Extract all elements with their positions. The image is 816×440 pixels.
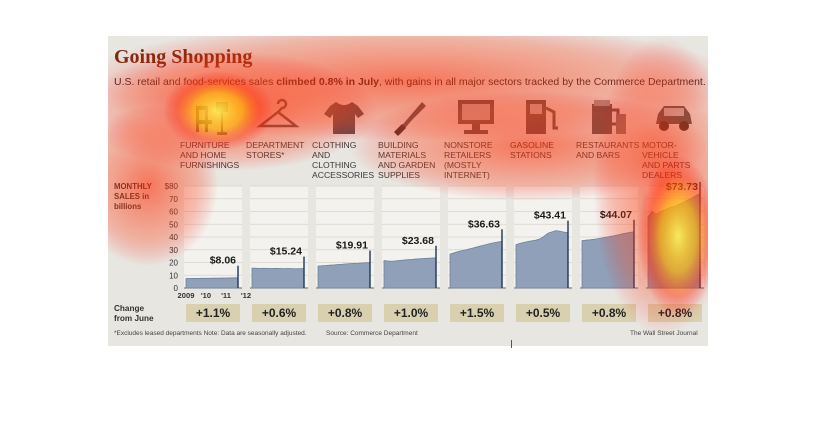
chart-svg: $80 70 60 50 40 30 20 10 0 $8.06 $15.24 $19.91 $23.6…	[165, 181, 704, 300]
series-area	[383, 257, 437, 289]
footnote: *Excludes leased departments Note: Data …	[114, 330, 307, 337]
value-label: $8.06	[210, 255, 236, 267]
change-value: +0.5%	[525, 306, 561, 320]
change-box	[186, 304, 240, 322]
series-area	[317, 262, 371, 289]
y-tick-label: 10	[169, 271, 178, 280]
y-tick-label: 60	[169, 208, 178, 217]
series-area	[251, 267, 305, 289]
y-tick-label: 20	[169, 259, 178, 268]
y-tick-label: 0	[174, 284, 179, 293]
series-area	[515, 230, 569, 289]
change-box	[450, 304, 504, 322]
value-label: $19.91	[336, 240, 368, 252]
change-value: +0.8%	[591, 306, 627, 320]
change-box	[252, 304, 306, 322]
value-label: $73.73	[666, 181, 698, 193]
stray-tick-mark	[511, 340, 512, 348]
value-label: $15.24	[270, 246, 302, 258]
y-tick-label: 70	[169, 195, 178, 204]
credit: The Wall Street Journal	[630, 330, 698, 337]
change-value: +1.0%	[393, 306, 429, 320]
change-value: +0.8%	[657, 306, 693, 320]
x-tick-label: '10	[201, 291, 211, 300]
value-label: $43.41	[534, 210, 566, 222]
y-tick-label: $80	[165, 182, 179, 191]
change-from-june-label: Change from June	[114, 304, 154, 323]
value-label: $23.68	[402, 235, 434, 247]
value-label: $44.07	[600, 209, 632, 221]
change-value: +0.8%	[327, 306, 363, 320]
y-tick-label: 50	[169, 220, 178, 229]
change-box	[318, 304, 372, 322]
y-tick-label: 30	[169, 246, 178, 255]
x-tick-label: 2009	[178, 291, 195, 300]
change-value: +0.6%	[261, 306, 297, 320]
value-label: $36.63	[468, 218, 500, 230]
change-box	[516, 304, 570, 322]
x-tick-label: '12	[241, 291, 251, 300]
change-box	[384, 304, 438, 322]
change-value: +1.1%	[195, 306, 231, 320]
series-area	[647, 193, 701, 289]
series-area	[449, 240, 503, 289]
infographic: Going Shopping U.S. retail and food-serv…	[108, 36, 708, 346]
series-area	[185, 277, 239, 289]
y-tick-label: 40	[169, 233, 178, 242]
x-tick-label: '11	[221, 291, 232, 300]
series-area	[581, 231, 635, 289]
source-note: Source: Commerce Department	[326, 330, 418, 337]
change-value: +1.5%	[459, 306, 495, 320]
